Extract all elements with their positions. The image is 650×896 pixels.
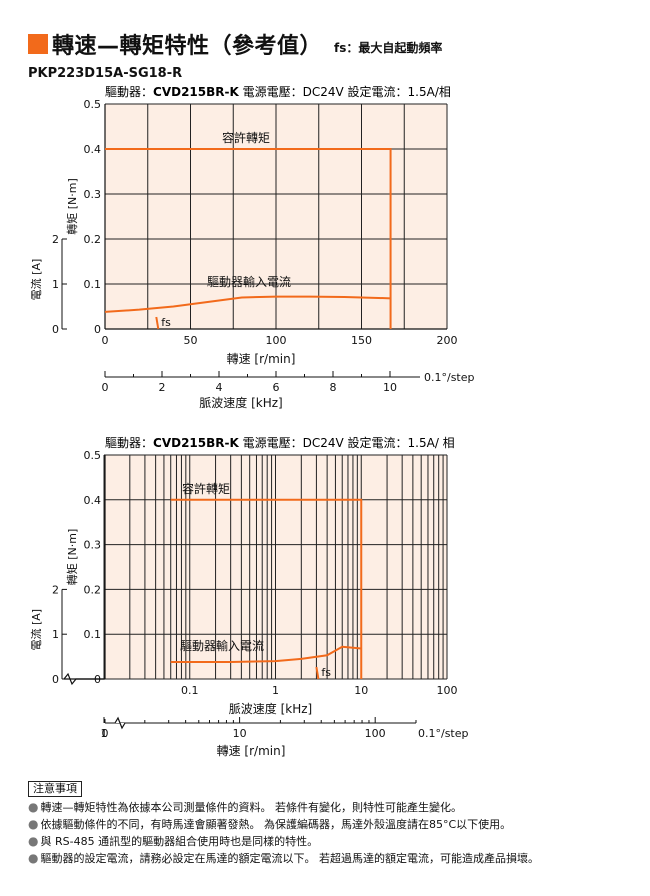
y-axis-label: 轉矩 [N·m] — [66, 178, 79, 235]
y-tick-label: 0.4 — [84, 143, 102, 156]
current-axis-label: 電流 [A] — [29, 259, 43, 301]
secondary-tick-label: 10 — [233, 727, 247, 740]
secondary-tick-label: 100 — [365, 727, 386, 740]
y-tick-label: 0.1 — [84, 628, 102, 641]
secondary-axis-label: 脈波速度 [kHz] — [199, 395, 282, 410]
x-tick-label: 100 — [437, 684, 458, 697]
page-title: 轉速—轉矩特性（參考值） — [52, 34, 323, 59]
supply-voltage: 電源電壓：DC24V — [239, 85, 345, 99]
x-tick-label: 10 — [354, 684, 368, 697]
y-axis-label: 轉矩 [N·m] — [66, 529, 79, 586]
axis-break — [114, 716, 126, 730]
driver-model: CVD215BR-K — [153, 85, 239, 99]
x-tick-label: 0 — [102, 334, 109, 347]
x-tick-label: 150 — [351, 334, 372, 347]
x-axis-label: 脈波速度 [kHz] — [229, 701, 312, 716]
fs-label: fs — [321, 666, 331, 679]
y-tick-label: 0.2 — [84, 233, 102, 246]
series-label-input-current: 驅動器輸入電流 — [207, 274, 291, 289]
secondary-tick-label: 2 — [159, 381, 166, 394]
note-text: 驅動器的設定電流，請務必設定在馬達的額定電流以下。 若超過馬達的額定電流，可能造… — [40, 852, 539, 865]
y-tick-label: 0.4 — [84, 494, 102, 507]
secondary-tick-label: 10 — [383, 381, 397, 394]
x-tick-label: 1 — [272, 684, 279, 697]
x-tick-label: 200 — [437, 334, 458, 347]
secondary-tick-label: 1 — [101, 727, 108, 740]
series-input-current — [170, 645, 362, 663]
x-tick-label: 50 — [184, 334, 198, 347]
y-tick-label: 0.1 — [84, 278, 102, 291]
fs-marker — [155, 316, 160, 330]
note-item: ● 驅動器的設定電流，請務必設定在馬達的額定電流以下。 若超過馬達的額定電流，可能… — [28, 851, 539, 865]
chart-log: 驅動器：CVD215BR-K 電源電壓：DC24V 設定電流：1.5A/ 相 0 0… — [29, 435, 469, 758]
driver-label: 驅動器： — [105, 85, 153, 99]
secondary-tick-label: 0 — [102, 381, 109, 394]
fs-label: fs — [161, 316, 171, 329]
set-current: 設定電流：1.5A/ 相 — [344, 435, 455, 450]
fs-definition: fs：最大自起動頻率 — [334, 40, 443, 55]
y-tick-label: 0.3 — [84, 188, 102, 201]
y-tick-label: 0.5 — [84, 449, 102, 462]
y-tick-label: 0.3 — [84, 539, 102, 552]
series-allowable-torque — [105, 148, 392, 329]
current-tick-label: 2 — [52, 233, 59, 246]
y-tick-label: 0 — [94, 323, 101, 336]
y-tick-label: 0.5 — [84, 98, 102, 111]
supply-voltage: 電源電壓：DC24V — [239, 436, 345, 450]
x-tick-label: 0.1 — [181, 684, 199, 697]
x-axis-label: 轉速 [r/min] — [227, 352, 296, 366]
title-marker — [28, 34, 48, 54]
secondary-tick-label: 0 — [102, 727, 109, 740]
secondary-axis-unit: 0.1°/step — [418, 727, 469, 740]
page-header: 轉速—轉矩特性（參考值） fs：最大自起動頻率 — [28, 30, 443, 59]
current-tick-label: 1 — [52, 278, 59, 291]
note-text: 依據驅動條件的不同，有時馬達會顯著發熱。 為保護編碼器，馬達外殼溫度請在85°C… — [40, 818, 512, 831]
current-tick-label: 2 — [52, 583, 59, 596]
secondary-tick-label: 6 — [273, 381, 280, 394]
y-tick-label: 0.2 — [84, 583, 102, 596]
series-allowable-torque — [170, 498, 363, 679]
chart-linear: 驅動器：CVD215BR-K 電源電壓：DC24V 設定電流：1.5A/相 0 0.… — [29, 84, 475, 410]
current-axis-label: 電流 [A] — [29, 609, 43, 651]
driver-model: CVD215BR-K — [153, 436, 239, 450]
secondary-tick-label: 8 — [330, 381, 337, 394]
note-text: 與 RS-485 通訊型的驅動器組合使用時也是同樣的特性。 — [40, 835, 319, 848]
notes-section: 注意事項 ● 轉速—轉矩特性為依據本公司測量條件的資料。 若條件有變化，則特性可能… — [28, 780, 539, 867]
set-current: 設定電流：1.5A/相 — [344, 84, 451, 99]
secondary-tick-label: 4 — [216, 381, 223, 394]
series-label-allowable-torque: 容許轉矩 — [222, 130, 270, 145]
current-tick-label: 1 — [52, 628, 59, 641]
note-text: 轉速—轉矩特性為依據本公司測量條件的資料。 若條件有變化，則特性可能產生變化。 — [40, 801, 462, 814]
series-label-input-current: 驅動器輸入電流 — [180, 638, 264, 653]
fs-marker — [315, 666, 320, 680]
current-tick-label: 0 — [52, 673, 59, 686]
secondary-axis-label: 轉速 [r/min] — [217, 744, 286, 758]
note-item: ● 依據驅動條件的不同，有時馬達會顯著發熱。 為保護編碼器，馬達外殼溫度請在85°… — [28, 817, 512, 831]
note-item: ● 轉速—轉矩特性為依據本公司測量條件的資料。 若條件有變化，則特性可能產生變化。 — [28, 800, 462, 814]
chart-conditions: 驅動器：CVD215BR-K 電源電壓：DC24V 設定電流：1.5A/ 相 — [105, 435, 455, 450]
x-tick-label: 100 — [266, 334, 287, 347]
notes-title: 注意事項 — [28, 781, 82, 797]
note-item: ● 與 RS-485 通訊型的驅動器組合使用時也是同樣的特性。 — [28, 834, 319, 848]
axis-break — [63, 672, 104, 686]
secondary-axis-unit: 0.1°/step — [424, 371, 475, 384]
driver-label: 驅動器： — [105, 436, 153, 450]
y-tick-label: 0 — [94, 673, 101, 686]
series-label-allowable-torque: 容許轉矩 — [182, 481, 230, 496]
chart-conditions: 驅動器：CVD215BR-K 電源電壓：DC24V 設定電流：1.5A/相 — [105, 84, 451, 99]
model-number: PKP223D15A-SG18-R — [28, 66, 183, 81]
series-input-current — [104, 295, 391, 313]
current-tick-label: 0 — [52, 323, 59, 336]
